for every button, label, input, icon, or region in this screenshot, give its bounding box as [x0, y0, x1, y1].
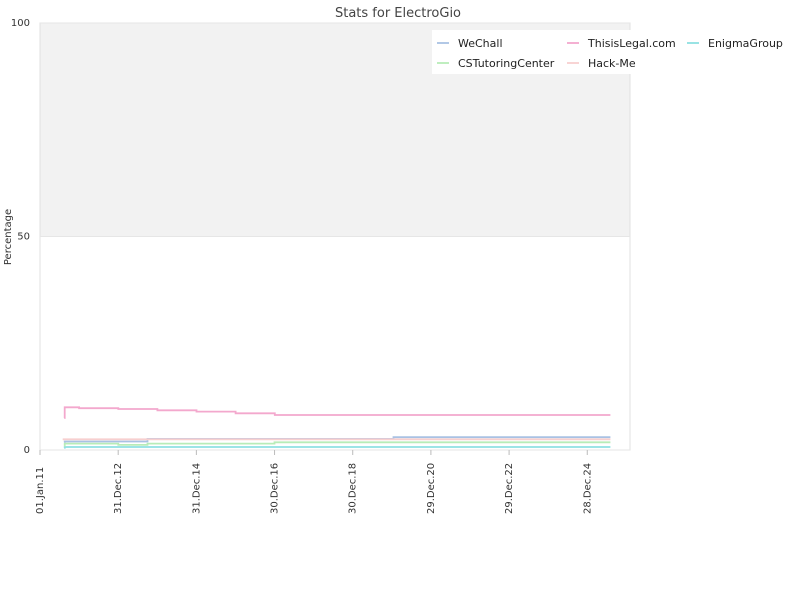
y-tick-label: 100 [11, 18, 30, 29]
x-tick-label: 28.Dec.24 [582, 463, 593, 514]
x-tick-label: 30.Dec.16 [270, 463, 281, 514]
series-lines [62, 406, 611, 449]
legend-label: ThisisLegal.com [587, 37, 676, 50]
legend-label: WeChall [458, 37, 503, 50]
series-line-2 [63, 446, 611, 449]
legend-label: CSTutoringCenter [458, 57, 555, 70]
x-tick-label: 29.Dec.20 [426, 463, 437, 514]
y-axis: 0 50 100 [11, 18, 630, 456]
x-tick-label: 31.Dec.12 [113, 463, 124, 514]
y-tick-label: 0 [24, 445, 30, 456]
legend-label: Hack-Me [588, 57, 636, 70]
x-tick-label: 29.Dec.22 [504, 463, 515, 514]
y-axis-label: Percentage [3, 209, 14, 265]
x-tick-label: 31.Dec.14 [191, 463, 202, 514]
legend: WeChall ThisisLegal.com EnigmaGroup CSTutor… [432, 30, 787, 74]
x-tick-label: 01.Jan.11 [35, 467, 46, 514]
y-tick-label: 50 [17, 232, 30, 243]
x-axis: 01.Jan.11 31.Dec.12 31.Dec.14 30.Dec.16 30.D… [35, 450, 593, 514]
legend-box [432, 30, 787, 74]
series-line-1 [63, 406, 611, 419]
series-line-0 [63, 436, 611, 444]
legend-label: EnigmaGroup [708, 37, 783, 50]
series-line-3 [63, 441, 611, 447]
chart-title: Stats for ElectroGio [335, 6, 461, 21]
x-tick-label: 30.Dec.18 [348, 463, 359, 514]
